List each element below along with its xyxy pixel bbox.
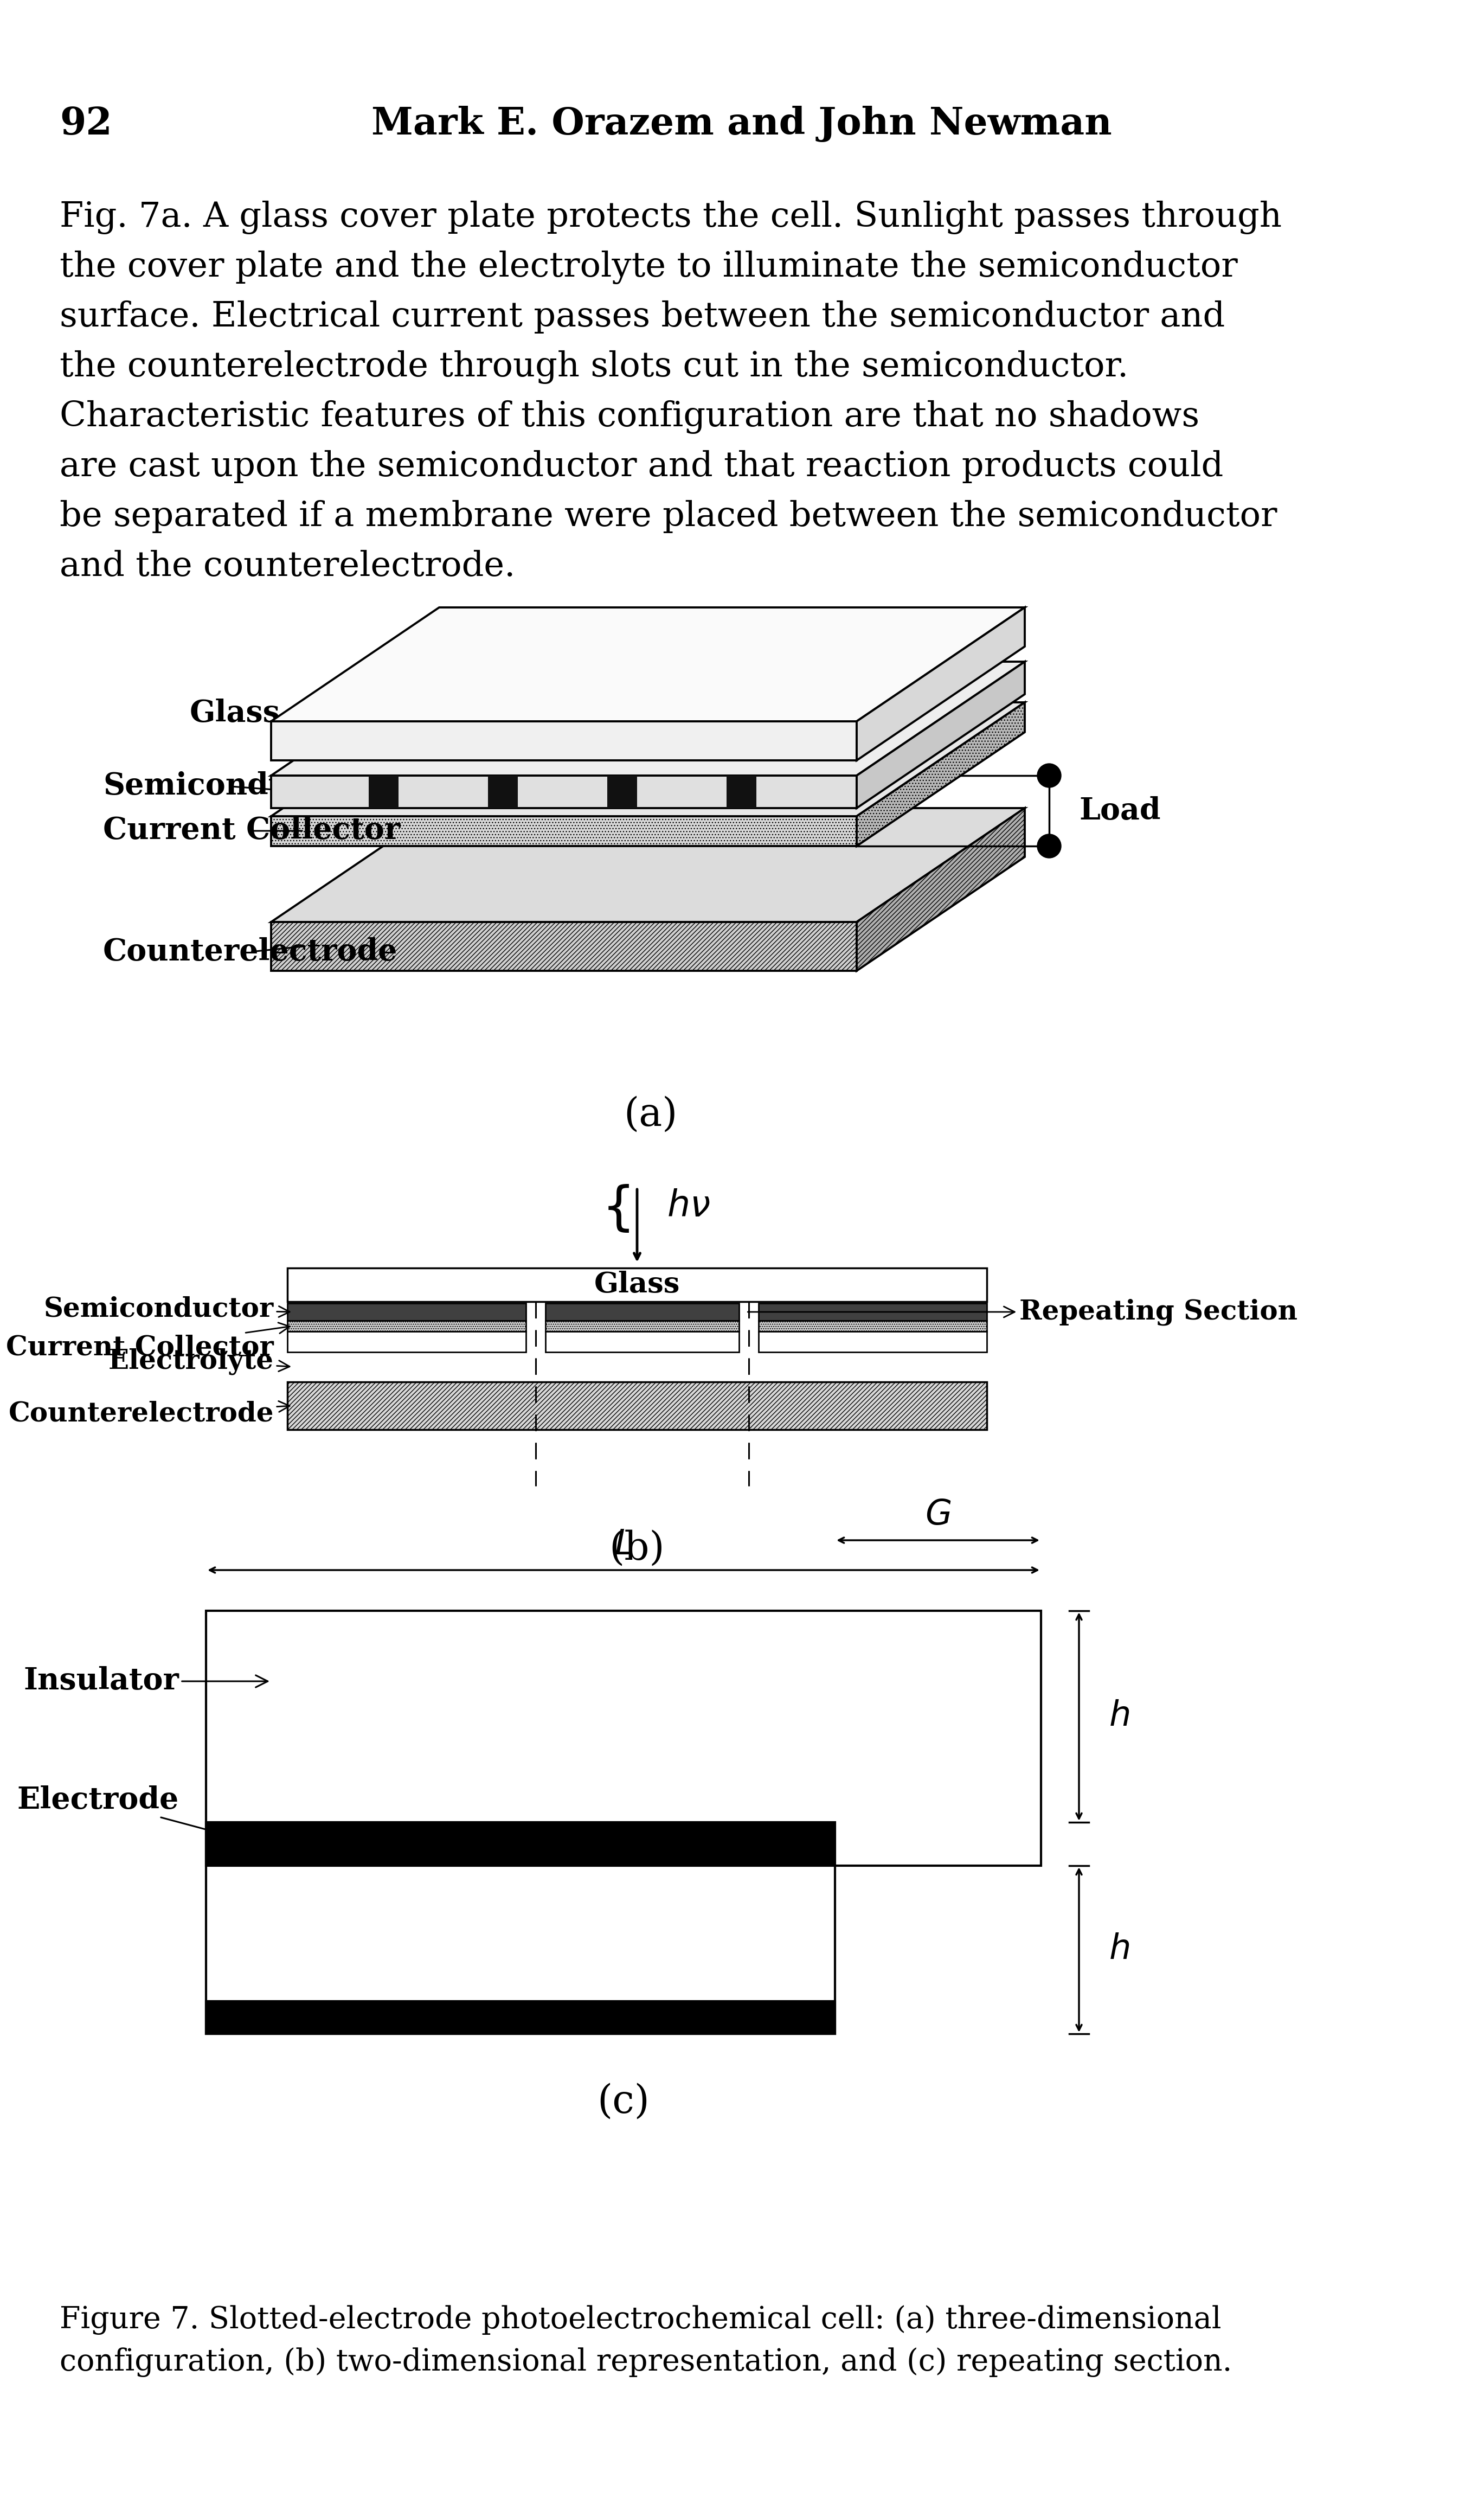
Text: $h\nu$: $h\nu$ (666, 1189, 711, 1224)
Text: Semiconductor: Semiconductor (102, 771, 358, 801)
Polygon shape (288, 1320, 525, 1332)
Text: $h$: $h$ (1109, 1700, 1129, 1733)
Text: (c): (c) (597, 2083, 650, 2121)
Polygon shape (206, 1610, 1040, 2033)
Text: surface. Electrical current passes between the semiconductor and: surface. Electrical current passes betwe… (59, 300, 1224, 333)
Polygon shape (272, 661, 1025, 776)
Text: Insulator: Insulator (24, 1665, 267, 1695)
Circle shape (1037, 764, 1061, 786)
Text: and the counterelectrode.: and the counterelectrode. (59, 551, 515, 583)
Polygon shape (368, 776, 399, 809)
Text: Current Collector: Current Collector (6, 1322, 289, 1362)
Text: $L$: $L$ (614, 1527, 632, 1562)
Polygon shape (758, 1332, 987, 1352)
Text: Characteristic features of this configuration are that no shadows: Characteristic features of this configur… (59, 401, 1199, 433)
Polygon shape (607, 776, 637, 809)
Text: 92: 92 (59, 105, 113, 143)
Polygon shape (488, 776, 518, 809)
Text: are cast upon the semiconductor and that reaction products could: are cast upon the semiconductor and that… (59, 451, 1223, 483)
Text: the cover plate and the electrolyte to illuminate the semiconductor: the cover plate and the electrolyte to i… (59, 250, 1238, 285)
Text: Mark E. Orazem and John Newman: Mark E. Orazem and John Newman (371, 105, 1112, 143)
Polygon shape (272, 721, 856, 761)
Text: $h\nu$: $h\nu$ (773, 636, 816, 674)
Polygon shape (288, 1267, 987, 1302)
Text: Electrode: Electrode (18, 1785, 257, 1845)
Polygon shape (272, 921, 856, 972)
Polygon shape (546, 1332, 739, 1352)
Text: $\}$: $\}$ (608, 1182, 637, 1232)
Text: Semiconductor: Semiconductor (45, 1297, 289, 1322)
Text: Electrolyte: Electrolyte (108, 1347, 289, 1375)
Polygon shape (272, 776, 856, 809)
Polygon shape (288, 1332, 525, 1352)
Polygon shape (856, 809, 1025, 972)
Text: configuration, (b) two-dimensional representation, and (c) repeating section.: configuration, (b) two-dimensional repre… (59, 2346, 1232, 2376)
Polygon shape (758, 1302, 987, 1320)
Polygon shape (856, 661, 1025, 809)
Polygon shape (206, 2001, 835, 2033)
Polygon shape (272, 701, 1025, 816)
Text: (b): (b) (610, 1530, 665, 1568)
Polygon shape (856, 608, 1025, 761)
Text: (a): (a) (623, 1097, 678, 1134)
Polygon shape (272, 809, 1025, 921)
Polygon shape (758, 1320, 987, 1332)
Text: Glass: Glass (594, 1272, 680, 1300)
Text: $\}$: $\}$ (714, 631, 742, 681)
Polygon shape (272, 816, 856, 846)
Polygon shape (272, 608, 1025, 721)
Polygon shape (727, 776, 757, 809)
Polygon shape (288, 1302, 525, 1320)
Text: Counterelectrode: Counterelectrode (9, 1400, 289, 1427)
Polygon shape (288, 1382, 987, 1430)
Text: Current Collector: Current Collector (102, 816, 401, 846)
Text: Load: Load (1079, 796, 1160, 826)
Text: Repeating Section: Repeating Section (748, 1300, 1297, 1325)
Polygon shape (546, 1302, 739, 1320)
Text: Counterelectrode: Counterelectrode (102, 936, 398, 967)
Polygon shape (206, 1823, 835, 1865)
Text: the counterelectrode through slots cut in the semiconductor.: the counterelectrode through slots cut i… (59, 351, 1128, 383)
Text: $G$: $G$ (925, 1500, 951, 1532)
Circle shape (1037, 834, 1061, 859)
Text: be separated if a membrane were placed between the semiconductor: be separated if a membrane were placed b… (59, 501, 1278, 533)
Text: $h$: $h$ (1109, 1933, 1129, 1966)
Text: Figure 7. Slotted-electrode photoelectrochemical cell: (a) three-dimensional: Figure 7. Slotted-electrode photoelectro… (59, 2306, 1221, 2334)
Polygon shape (856, 701, 1025, 846)
Polygon shape (546, 1320, 739, 1332)
Text: Glass: Glass (190, 699, 389, 741)
Text: Fig. 7a. A glass cover plate protects the cell. Sunlight passes through: Fig. 7a. A glass cover plate protects th… (59, 200, 1282, 235)
